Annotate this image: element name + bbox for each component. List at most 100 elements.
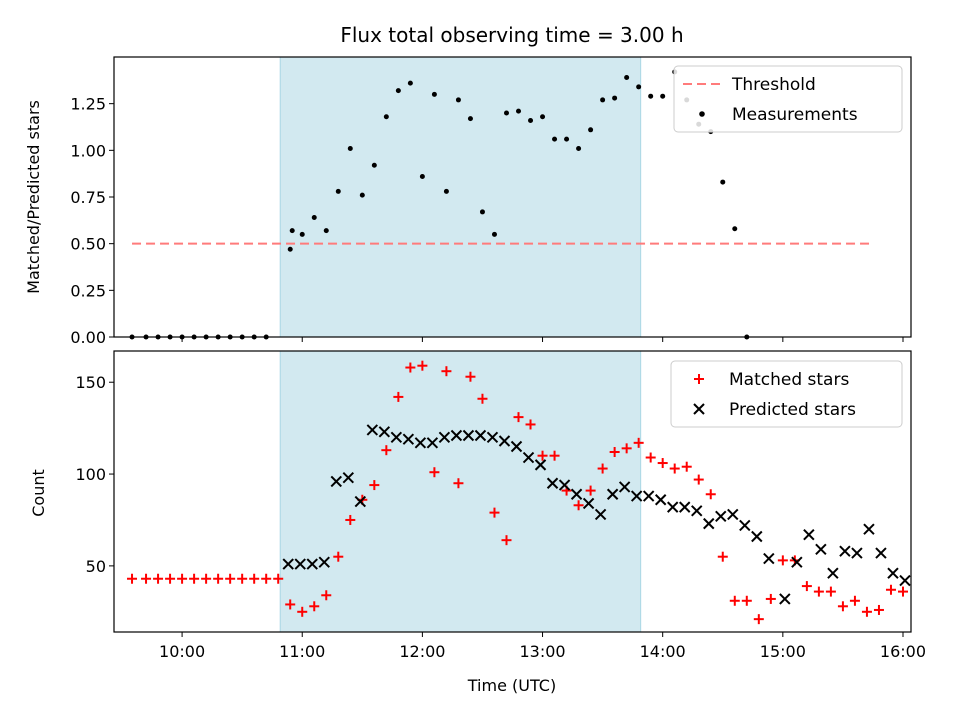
- matched-star-point: [777, 555, 788, 566]
- predicted-star-point: [679, 501, 691, 513]
- predicted-star-point: [739, 519, 751, 532]
- y-tick-label: 1.00: [70, 141, 106, 160]
- matched-star-point: [597, 463, 608, 474]
- x-b: [366, 424, 379, 436]
- predicted-star-point: [863, 523, 875, 535]
- matched-star-point: [453, 478, 464, 489]
- measurement-point: [503, 110, 509, 116]
- x-b: [318, 556, 330, 568]
- measurement-point: [371, 162, 377, 168]
- predicted-star-point: [558, 479, 571, 491]
- x-b: [763, 552, 775, 565]
- x-b: [739, 519, 751, 532]
- x-b: [691, 505, 703, 517]
- x-tick-label: 13:00: [519, 642, 565, 661]
- x-tick-label: 16:00: [880, 642, 926, 661]
- x-b: [330, 475, 342, 488]
- x-b: [426, 437, 439, 449]
- observing-window-band: [279, 56, 642, 338]
- predicted-star-point: [839, 545, 851, 557]
- matched-star-point: [477, 393, 488, 404]
- x-b: [827, 567, 839, 579]
- x-tick-label: 12:00: [399, 642, 445, 661]
- count-panel: 50 100 150 10:00 11:00 12:00 13:00 14:00 15:00 16…: [75, 350, 926, 661]
- legend-label: Threshold: [731, 75, 816, 95]
- matched-star-point: [127, 573, 138, 584]
- matched-star-point: [273, 573, 284, 584]
- predicted-star-point: [546, 477, 559, 489]
- predicted-star-point: [763, 552, 775, 565]
- y-tick-label: 50: [86, 557, 106, 576]
- matched-star-point: [681, 461, 692, 472]
- legend-box: [673, 65, 903, 133]
- predicted-star-point: [354, 495, 367, 508]
- matched-star-point: [669, 463, 680, 474]
- top-y-axis-label: Matched/Predicted stars: [24, 100, 43, 294]
- measurement-point: [491, 231, 497, 237]
- measurement-point: [624, 75, 630, 81]
- legend-label: Predicted stars: [729, 400, 856, 420]
- predicted-star-point: [582, 497, 595, 510]
- predicted-star-point: [414, 437, 427, 449]
- matched-star-point: [501, 535, 512, 546]
- predicted-star-point: [438, 431, 451, 444]
- matched-star-point: [873, 604, 884, 615]
- matched-star-point: [621, 443, 632, 454]
- x-b: [703, 517, 715, 530]
- measurement-point: [479, 209, 485, 215]
- axes-frame: [113, 350, 912, 633]
- x-tick-label: 11:00: [279, 642, 325, 661]
- x-b: [594, 508, 607, 521]
- legend-box: [670, 360, 903, 428]
- legend-measurement-swatch: [699, 111, 705, 117]
- predicted-star-point: [402, 433, 415, 445]
- x-b: [414, 437, 427, 449]
- x-b: [570, 488, 583, 500]
- matched-star-point: [177, 573, 188, 584]
- matched-star-point: [825, 586, 836, 597]
- matched-star-point: [189, 573, 200, 584]
- matched-star-point: [849, 595, 860, 606]
- matched-star-point: [741, 595, 752, 606]
- x-tick-label: 10:00: [159, 642, 205, 661]
- predicted-star-point: [851, 547, 863, 559]
- matched-star-point: [237, 573, 248, 584]
- measurement-point: [720, 179, 726, 185]
- measurement-point: [287, 246, 293, 252]
- measurement-point: [564, 136, 570, 142]
- x-b: [354, 495, 367, 508]
- x-b: [875, 547, 887, 559]
- matched-star-point: [573, 500, 584, 511]
- predicted-star-point: [294, 558, 306, 570]
- x-b: [642, 490, 655, 502]
- matched-star-point: [417, 360, 428, 371]
- x-b: [863, 523, 875, 535]
- matched-star-point: [525, 419, 536, 430]
- predicted-star-point: [366, 424, 379, 436]
- x-axis-label: Time (UTC): [467, 676, 556, 695]
- matched-star-point: [285, 599, 296, 610]
- predicted-star-point: [474, 429, 487, 442]
- measurement-point: [576, 145, 582, 151]
- predicted-star-point: [306, 558, 318, 570]
- predicted-star-point: [666, 501, 679, 513]
- matched-star-point: [333, 551, 344, 562]
- x-b: [779, 593, 791, 605]
- x-b: [887, 567, 899, 579]
- measurement-point: [431, 91, 437, 97]
- measurement-point: [516, 108, 522, 114]
- measurement-point: [467, 116, 473, 122]
- predicted-star-point: [630, 490, 643, 502]
- x-b: [390, 431, 403, 444]
- matched-star-point: [657, 458, 668, 469]
- measurement-point: [732, 226, 738, 232]
- predicted-star-point: [606, 488, 619, 500]
- x-b: [791, 556, 803, 568]
- matched-star-point: [897, 586, 908, 597]
- matched-star-point: [801, 581, 812, 592]
- measurement-point: [395, 88, 401, 94]
- matched-star-point: [753, 614, 764, 625]
- x-b: [282, 558, 294, 570]
- matched-star-point: [693, 474, 704, 485]
- matched-star-point: [345, 514, 356, 525]
